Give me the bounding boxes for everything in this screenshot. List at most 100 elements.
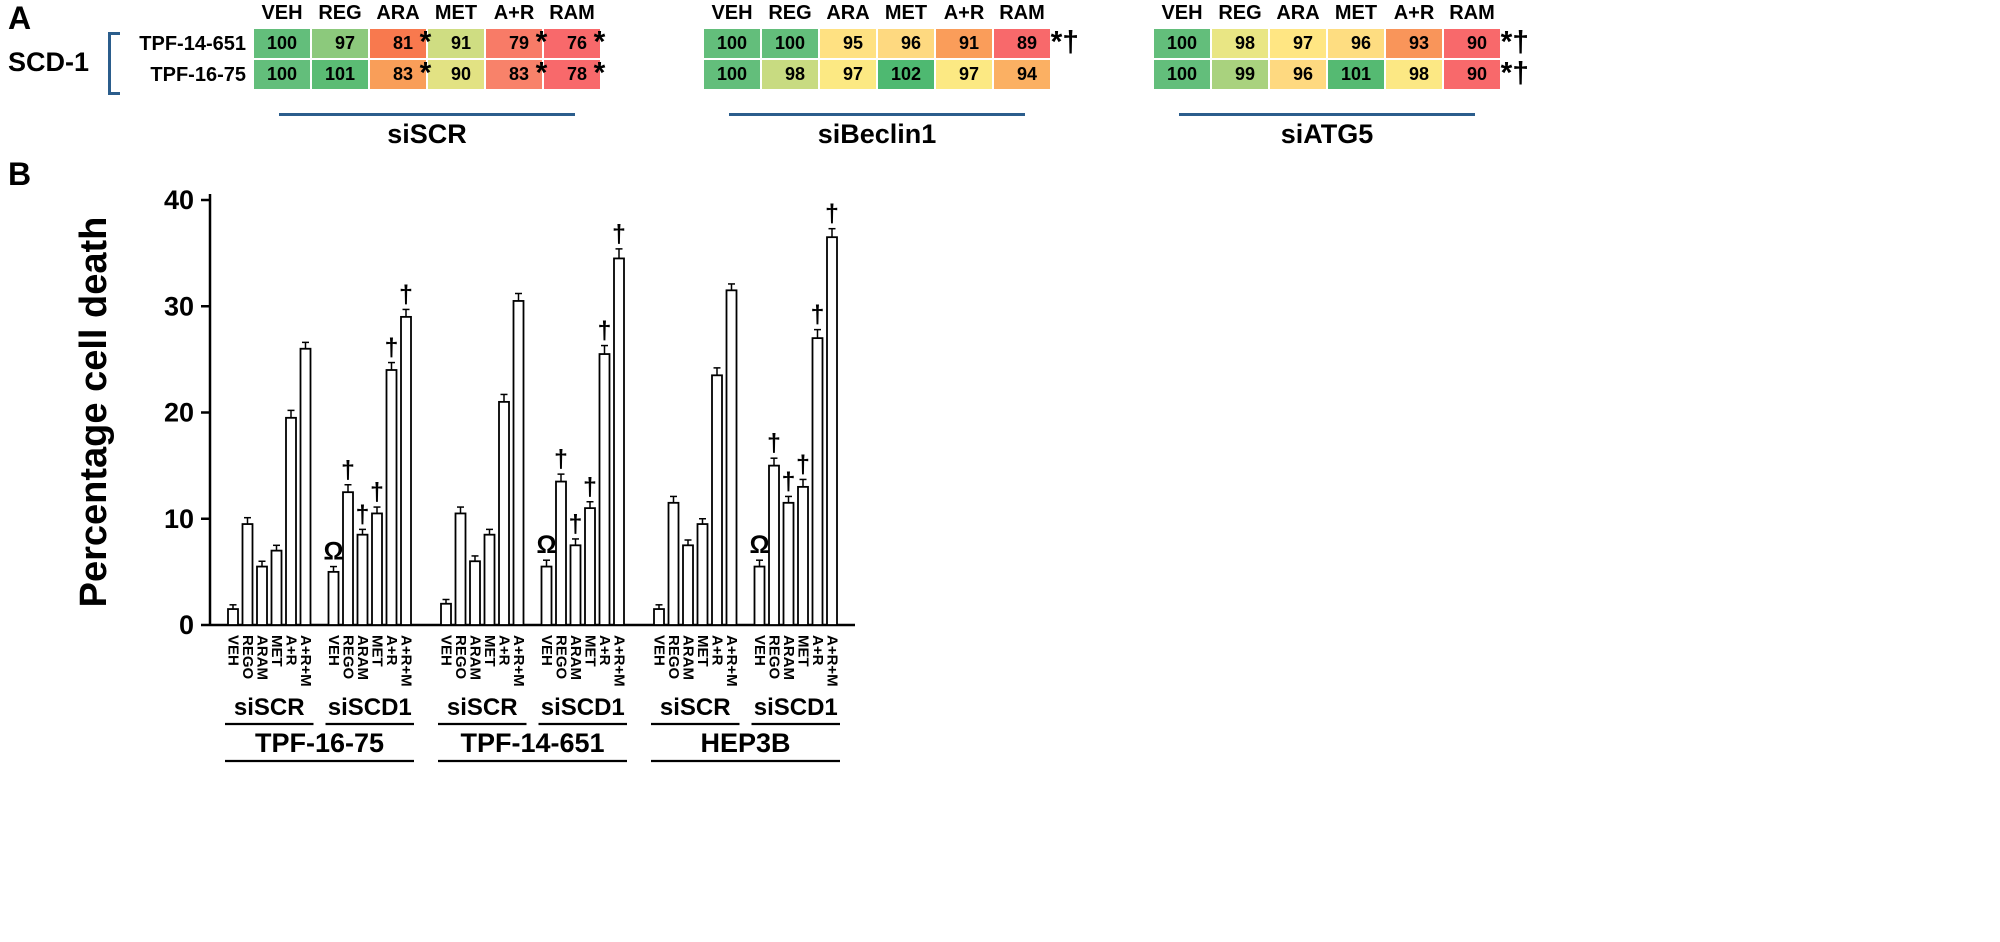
- heatmap-cell: 96: [877, 28, 935, 59]
- heatmap-cell: 83 *: [369, 56, 431, 90]
- heatmap-cell-value: 100: [1166, 64, 1197, 84]
- heatmap-cell-value: 90: [1466, 64, 1487, 84]
- heatmap-cell: 78 *: [543, 56, 605, 90]
- heatmap-cell-value: 102: [890, 64, 921, 84]
- column-header: REG: [1218, 2, 1262, 24]
- category-label: REGO: [553, 635, 570, 680]
- row-label-tpf-16-75: TPF-16-75: [150, 64, 246, 86]
- significance-symbol: †: [341, 456, 355, 484]
- bar: [667, 501, 680, 626]
- category-label: VEH: [325, 635, 342, 666]
- bar: [826, 236, 838, 626]
- category-label: A+R+M: [398, 635, 415, 687]
- heatmap-cell-value: 100: [1166, 33, 1197, 53]
- heatmap-cell: 90 *†: [1443, 25, 1529, 59]
- heatmap-cell-value: 100: [266, 33, 297, 53]
- heatmap-cell-value: 90: [450, 64, 471, 84]
- significance-symbol: †: [399, 280, 413, 308]
- significance-symbol: †: [598, 317, 612, 345]
- cell-line-label: TPF-16-75: [255, 728, 384, 758]
- category-label: A+R+M: [723, 635, 740, 687]
- column-header: VEH: [1161, 2, 1203, 24]
- category-label: MET: [694, 635, 711, 667]
- column-header: A+R: [1393, 2, 1435, 24]
- category-label: VEH: [651, 635, 668, 666]
- category-label: REGO: [766, 635, 783, 680]
- y-tick-label: 40: [164, 185, 194, 215]
- heatmap-cell: 94: [993, 59, 1051, 90]
- panel-a-label: A: [8, 0, 32, 36]
- row-group-bracket-icon: [108, 32, 120, 95]
- sirna-group-label: siBeclin1: [817, 119, 937, 149]
- bar: [400, 315, 412, 626]
- heatmap-cell-value: 100: [774, 33, 805, 53]
- significance-marker: *: [535, 25, 548, 59]
- column-header: ARA: [376, 2, 420, 24]
- significance-symbol: †: [554, 445, 568, 473]
- heatmap-cell: 83 *: [485, 56, 547, 90]
- significance-symbol: †: [385, 334, 399, 362]
- y-tick-label: 30: [164, 291, 194, 321]
- heatmap-cell-value: 97: [958, 64, 979, 84]
- significance-symbol: †: [356, 500, 370, 528]
- heatmap-cell-value: 93: [1408, 33, 1429, 53]
- category-label: A+R: [809, 635, 826, 666]
- significance-symbol: Ω: [536, 531, 556, 559]
- category-label: MET: [369, 635, 386, 667]
- panel-b-bar-chart: 0 10 20 30 40 Percentage cell death VEH REGO ARA…: [60, 168, 940, 828]
- bar: [498, 400, 510, 626]
- category-label: A+R: [283, 635, 300, 666]
- heatmap-cell: 101: [311, 59, 369, 90]
- significance-symbol: †: [569, 510, 583, 538]
- bar: [270, 549, 283, 626]
- category-label: A+R+M: [611, 635, 628, 687]
- heatmap-block-siATG5: VEH REG ARA MET A+R RAM 100 98 97 96 93 90 *† 100 99 96…: [1153, 0, 1529, 155]
- heatmap-cell-value: 83: [392, 64, 413, 84]
- category-label: ARAM: [354, 635, 371, 680]
- heatmap-cell-value: 78: [566, 64, 587, 84]
- cell-line-label: TPF-14-651: [460, 728, 604, 758]
- sirna-group-label: siSCR: [234, 694, 305, 721]
- heatmap-cell-value: 97: [1292, 33, 1313, 53]
- heatmap-block-siBeclin1: VEH REG ARA MET A+R RAM 100 100 95 96 91 89 *† 100 98 9…: [703, 0, 1079, 155]
- sirna-group-label: siSCD1: [754, 694, 838, 721]
- heatmap-cell: 98: [761, 59, 819, 90]
- column-header: MET: [434, 2, 478, 24]
- category-label: ARAM: [567, 635, 584, 680]
- heatmap-cell-value: 100: [716, 64, 747, 84]
- bar: [299, 347, 312, 626]
- category-label: VEH: [438, 635, 455, 666]
- heatmap-cell-value: 98: [784, 64, 805, 84]
- heatmap-cell: 100: [253, 28, 311, 59]
- bar: [483, 533, 496, 626]
- significance-marker: *: [419, 25, 432, 59]
- significance-symbol: †: [811, 301, 825, 329]
- bar: [682, 544, 694, 626]
- category-label: ARAM: [680, 635, 697, 680]
- heatmap-cell: 81 *: [369, 25, 431, 59]
- significance-symbol: †: [612, 220, 626, 248]
- heatmap-cell-value: 98: [1234, 33, 1255, 53]
- bar: [768, 464, 780, 626]
- bar: [696, 523, 709, 626]
- column-header: RAM: [1449, 2, 1495, 24]
- group-underline: [729, 113, 1025, 116]
- column-header: ARA: [826, 2, 870, 24]
- heatmap-cell: 95: [819, 28, 877, 59]
- bar: [584, 507, 596, 626]
- bar: [327, 570, 340, 626]
- bar: [385, 369, 398, 626]
- significance-symbol: Ω: [749, 531, 769, 559]
- group-underline: [279, 113, 575, 116]
- heatmap-cell-value: 101: [324, 64, 355, 84]
- significance-marker: *†: [1050, 25, 1079, 59]
- heatmap-cell: 93: [1385, 28, 1443, 59]
- heatmap-cell: 97: [935, 59, 993, 90]
- category-label: MET: [268, 635, 285, 667]
- bar: [256, 565, 268, 626]
- category-label: ARAM: [467, 635, 484, 680]
- column-header: A+R: [493, 2, 535, 24]
- sirna-group-label: siSCD1: [541, 694, 625, 721]
